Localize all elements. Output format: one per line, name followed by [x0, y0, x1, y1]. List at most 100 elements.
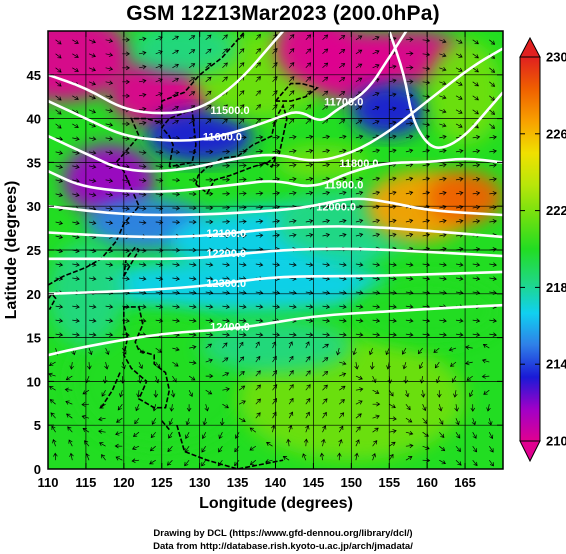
- wind-arrow: [289, 190, 297, 196]
- wind-arrow: [455, 445, 462, 452]
- wind-arrow: [439, 162, 447, 168]
- wind-arrow: [65, 375, 73, 381]
- wind-arrow: [138, 192, 147, 197]
- wind-arrow: [405, 417, 413, 423]
- wind-arrow: [122, 206, 130, 211]
- colorbar: 210 214 218 222 226 230: [519, 36, 566, 463]
- wind-arrow: [64, 387, 73, 393]
- wind-arrow: [455, 459, 462, 466]
- wind-arrow: [138, 120, 147, 126]
- wind-arrow: [72, 234, 80, 240]
- wind-arrow: [272, 205, 281, 210]
- wind-arrow: [289, 332, 297, 337]
- wind-arrow: [122, 150, 130, 155]
- wind-arrow: [55, 234, 64, 240]
- wind-arrow: [172, 149, 181, 155]
- wind-arrow: [185, 432, 190, 439]
- wind-arrow: [286, 438, 291, 447]
- wind-arrow: [405, 134, 414, 140]
- wind-arrow: [272, 341, 277, 349]
- wind-arrow: [222, 290, 230, 295]
- wind-arrow: [138, 78, 147, 84]
- wind-arrow: [105, 136, 114, 141]
- wind-arrow: [471, 418, 477, 426]
- wind-arrow: [122, 136, 130, 141]
- wind-arrow: [222, 262, 230, 267]
- wind-arrow: [249, 445, 256, 451]
- wind-arrow: [355, 262, 364, 267]
- wind-arrow: [305, 384, 311, 391]
- wind-arrow: [405, 430, 414, 436]
- wind-arrow: [170, 390, 176, 398]
- wind-arrow: [189, 262, 197, 267]
- coastline: [263, 157, 277, 168]
- wind-arrow: [438, 404, 443, 412]
- wind-arrow: [98, 416, 106, 422]
- wind-arrow: [372, 427, 379, 433]
- wind-arrow: [439, 52, 447, 58]
- wind-arrow: [222, 247, 231, 253]
- wind-arrow: [205, 76, 212, 83]
- wind-arrow: [339, 262, 347, 267]
- wind-arrow: [369, 362, 375, 370]
- map-title: GSM 12Z13Mar2023 (200.0hPa): [126, 2, 440, 25]
- wind-arrow: [155, 178, 164, 183]
- y-tick-label: 5: [34, 418, 41, 433]
- coastline: [122, 306, 171, 409]
- wind-arrow: [472, 219, 481, 224]
- wind-arrow: [465, 360, 473, 366]
- wind-arrow: [189, 149, 197, 155]
- wind-arrow: [122, 192, 130, 197]
- wind-arrow: [422, 38, 431, 43]
- wind-arrow: [72, 95, 79, 100]
- wind-arrow: [389, 441, 396, 447]
- wind-arrow: [282, 456, 290, 461]
- wind-arrow: [72, 262, 80, 267]
- wind-arrow: [138, 248, 147, 253]
- wind-arrow: [288, 397, 294, 405]
- wind-arrow: [355, 400, 363, 405]
- wind-arrow: [122, 220, 130, 225]
- wind-arrow: [72, 304, 80, 309]
- wind-arrow: [405, 176, 414, 182]
- wind-arrow: [355, 204, 364, 210]
- coastline: [274, 82, 319, 102]
- wind-arrow: [489, 205, 497, 210]
- wind-arrow: [451, 375, 457, 383]
- wind-arrow: [355, 232, 364, 238]
- wind-arrow: [472, 109, 479, 115]
- wind-arrow: [453, 390, 458, 398]
- wind-arrow: [322, 190, 331, 196]
- wind-arrow: [339, 190, 347, 196]
- wind-arrow: [239, 219, 247, 224]
- wind-arrow: [321, 438, 326, 447]
- contour-label: 11700.0: [324, 96, 363, 108]
- wind-arrow: [255, 412, 261, 419]
- wind-arrow: [319, 452, 325, 461]
- wind-arrow: [339, 134, 347, 140]
- wind-arrow: [255, 90, 261, 97]
- wind-arrow: [455, 318, 464, 323]
- wind-arrow: [205, 62, 212, 69]
- wind-arrow: [189, 290, 197, 295]
- wind-arrow: [172, 63, 179, 69]
- wind-arrow: [389, 304, 397, 309]
- wind-arrow: [49, 399, 56, 405]
- wind-arrow: [122, 178, 130, 183]
- wind-arrow: [305, 304, 314, 309]
- wind-arrow: [288, 355, 294, 363]
- wind-arrow: [255, 290, 264, 295]
- wind-arrow: [222, 205, 231, 211]
- wind-arrow: [439, 38, 447, 44]
- wind-arrow: [472, 67, 479, 73]
- wind-arrow: [355, 49, 363, 55]
- wind-arrow: [219, 418, 225, 426]
- wind-arrow: [322, 425, 327, 433]
- y-tick-label: 40: [27, 112, 41, 127]
- wind-arrow: [138, 92, 147, 98]
- wind-arrow: [489, 191, 497, 196]
- wind-arrow: [222, 191, 231, 196]
- wind-arrow: [222, 34, 228, 41]
- wind-arrow: [155, 304, 164, 309]
- wind-arrow: [455, 109, 463, 114]
